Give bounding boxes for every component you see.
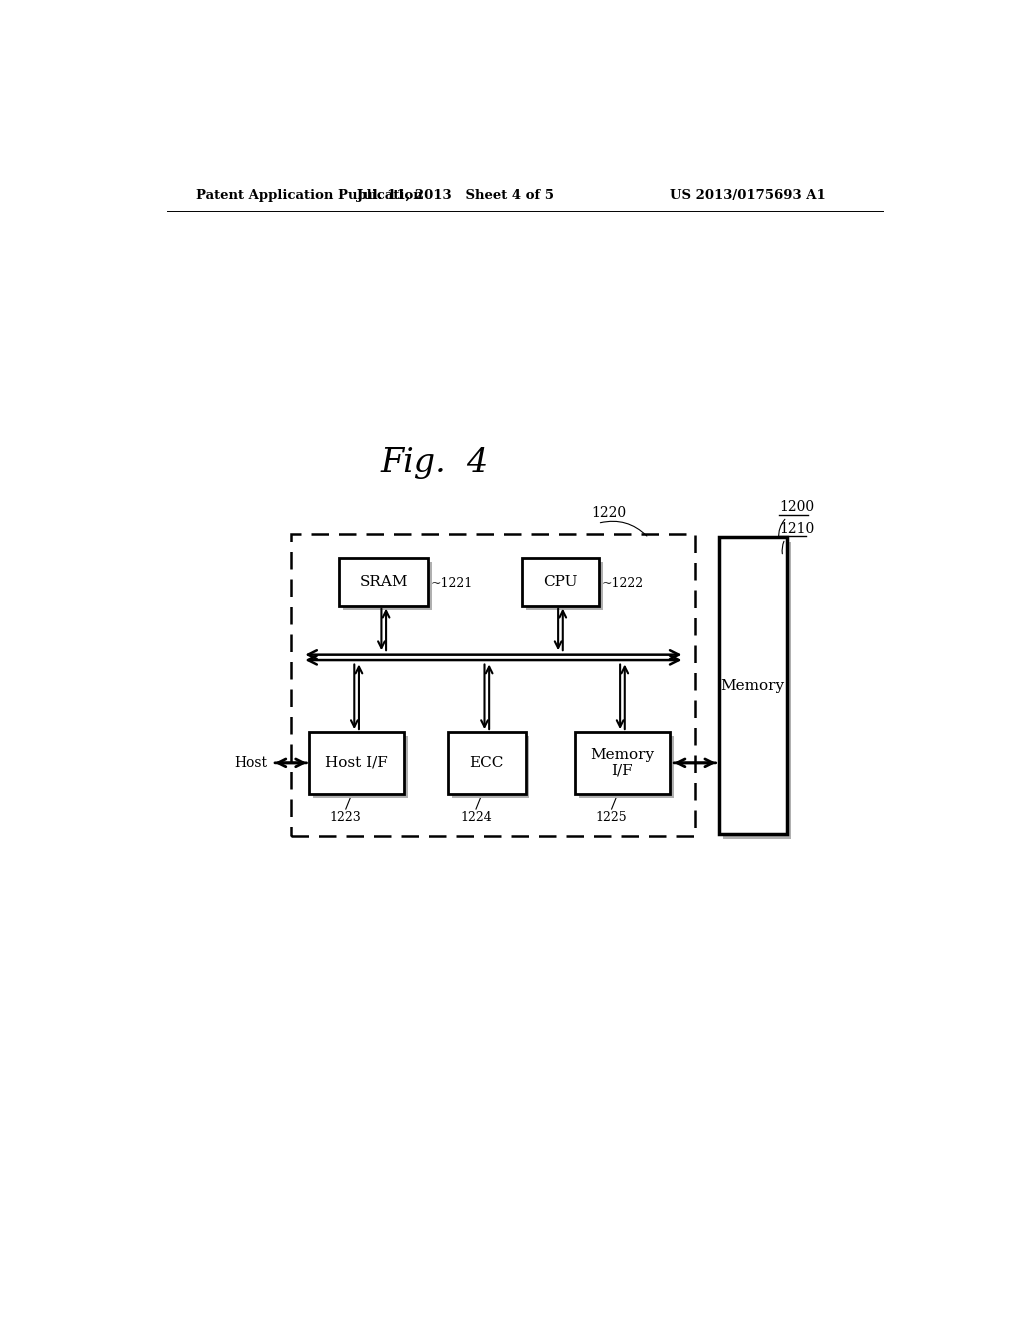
Text: 1223: 1223 [330,810,361,824]
Text: ECC: ECC [470,756,504,770]
Text: Jul. 11, 2013   Sheet 4 of 5: Jul. 11, 2013 Sheet 4 of 5 [356,189,554,202]
Text: 1225: 1225 [596,810,628,824]
Bar [579,737,674,797]
Text: US 2013/0175693 A1: US 2013/0175693 A1 [671,189,826,202]
Text: Host I/F: Host I/F [326,756,388,770]
Text: SRAM: SRAM [359,576,408,589]
Bar [525,562,603,610]
Bar [291,535,695,836]
Text: 1220: 1220 [592,507,627,520]
Text: 1224: 1224 [460,810,492,824]
Bar [339,558,428,606]
Bar [719,537,786,834]
Text: CPU: CPU [543,576,578,589]
Text: 1210: 1210 [779,521,814,536]
Text: Patent Application Publication: Patent Application Publication [197,189,423,202]
Text: ~1222: ~1222 [601,577,644,590]
Bar [343,562,432,610]
Bar [521,558,599,606]
Bar [575,733,670,793]
Text: ~1221: ~1221 [431,577,473,590]
Text: Memory
I/F: Memory I/F [591,747,654,777]
Text: Fig.  4: Fig. 4 [380,446,488,479]
Bar [449,733,525,793]
Text: Memory: Memory [721,678,784,693]
Text: Host: Host [234,756,267,770]
Bar [452,737,529,797]
Bar [723,543,792,840]
Bar [313,737,408,797]
Text: 1200: 1200 [779,500,814,515]
Bar [309,733,403,793]
